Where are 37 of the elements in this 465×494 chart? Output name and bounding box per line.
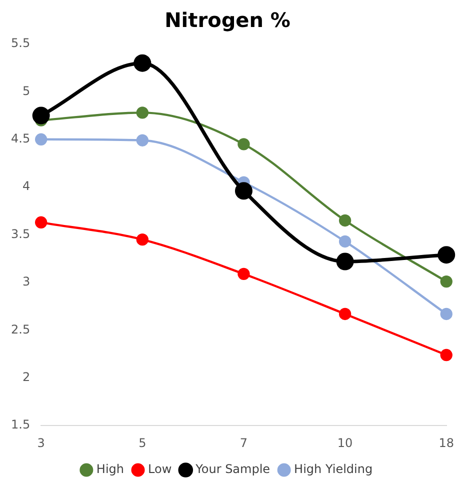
- legend-label: High Yielding: [294, 462, 373, 476]
- chart-title: Nitrogen %: [164, 8, 290, 32]
- point: [136, 134, 149, 146]
- y-tick-label: 5: [22, 84, 30, 98]
- point: [440, 275, 452, 288]
- point: [136, 106, 149, 119]
- y-tick-label: 4: [22, 179, 30, 194]
- point: [238, 138, 250, 150]
- legend-label: Your Sample: [194, 462, 270, 476]
- y-tick-label: 5.5: [10, 36, 30, 50]
- point: [438, 246, 456, 264]
- point: [338, 308, 352, 320]
- y-tick-label: 4.5: [10, 132, 30, 146]
- y-tick-label: 2: [22, 370, 30, 384]
- point: [338, 214, 352, 227]
- point: [134, 54, 152, 72]
- point: [336, 252, 354, 270]
- point: [32, 106, 50, 124]
- point: [238, 268, 250, 280]
- y-tick-label: 2.5: [10, 322, 30, 336]
- x-tick-label: 18: [438, 436, 454, 450]
- legend-label: High: [96, 462, 124, 476]
- point: [234, 182, 252, 200]
- point: [440, 348, 452, 362]
- x-tick-label: 10: [337, 436, 353, 450]
- x-tick-label: 5: [138, 436, 146, 450]
- point: [338, 235, 352, 248]
- point: [34, 216, 48, 228]
- point: [136, 233, 149, 246]
- x-tick-label: 3: [37, 436, 45, 450]
- y-tick-label: 3.5: [10, 226, 30, 241]
- point: [440, 308, 452, 320]
- legend-label: Low: [148, 462, 172, 476]
- y-tick-label: 3: [22, 274, 30, 289]
- x-tick-label: 7: [240, 436, 248, 450]
- y-tick-label: 1.5: [10, 418, 30, 432]
- point: [34, 133, 48, 146]
